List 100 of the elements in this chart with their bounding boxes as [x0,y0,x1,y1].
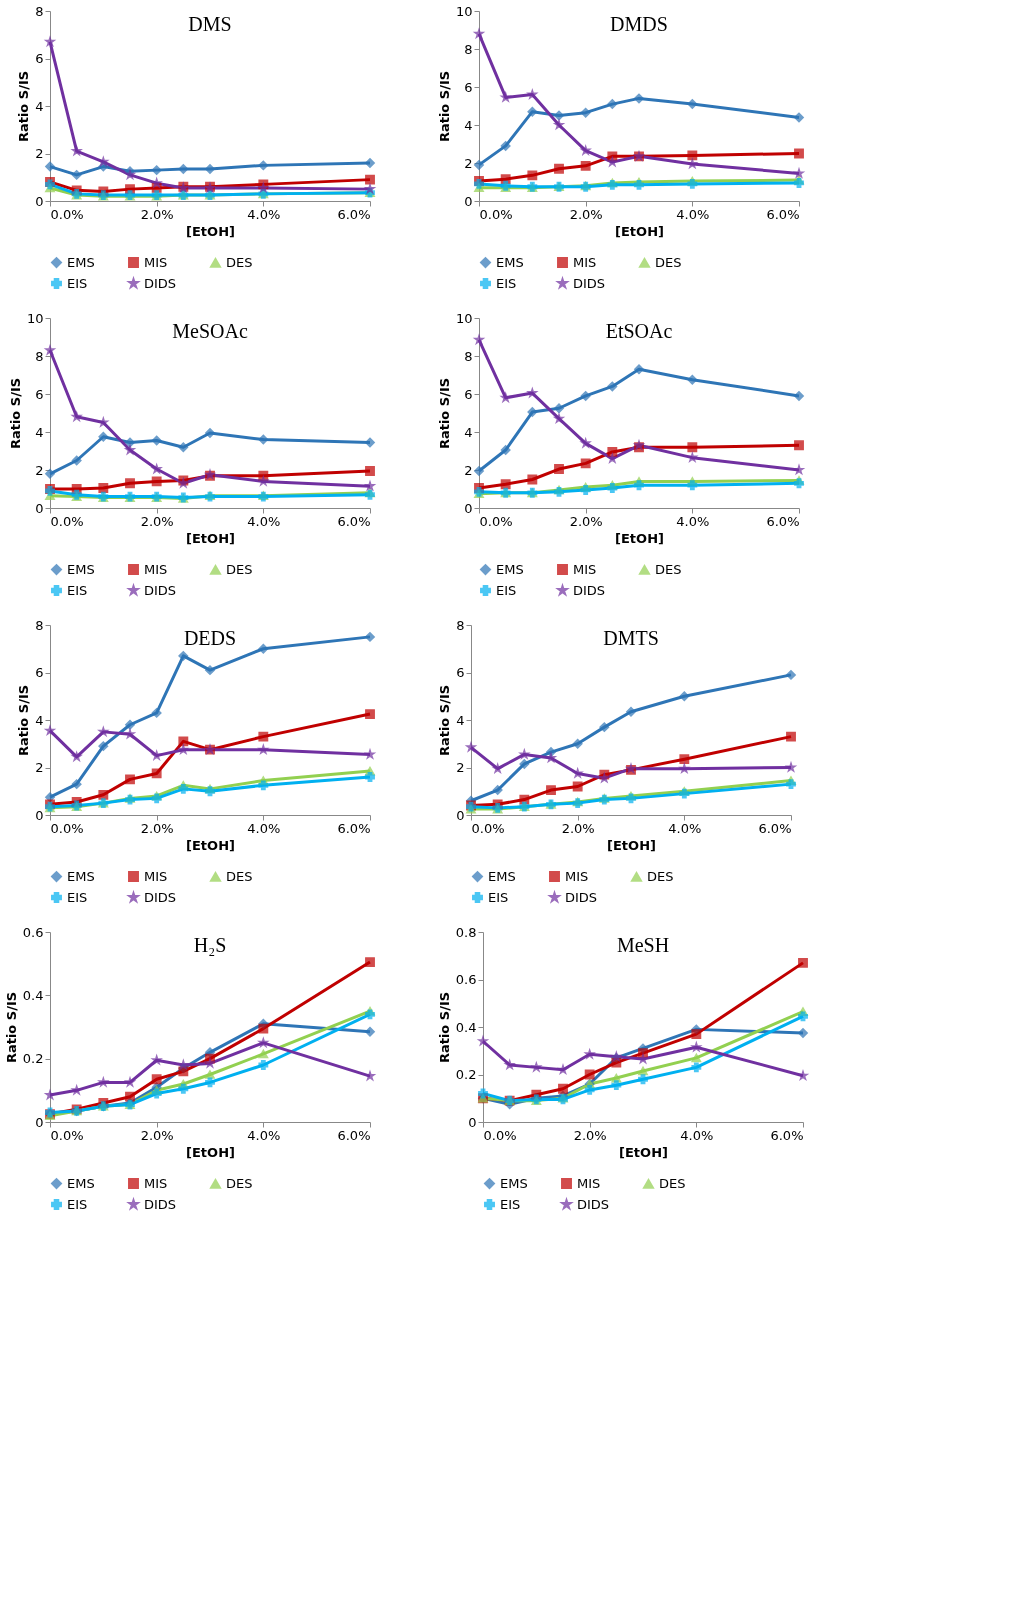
legend-label: DIDS [144,1196,177,1212]
legend-label: DIDS [573,275,606,291]
y-tick-label: 0.2 [22,1051,44,1067]
chart-title: MeSOAc [172,320,248,342]
x-tick-label: 0.0% [471,820,505,836]
chart-title: EtSOAc [605,320,673,342]
y-tick-label: 6 [35,386,44,402]
x-tick-label: 0.0% [50,513,84,529]
y-tick-label: 6 [456,665,465,680]
legend-label: EIS [67,582,88,598]
y-tick-label: 2 [456,760,465,775]
legend-label: EIS [67,889,88,905]
y-tick-label: 0.8 [455,924,477,940]
y-tick-label: 4 [35,424,44,440]
x-tick-label: 6.0% [770,1127,804,1143]
y-tick-label: 0 [35,807,44,823]
x-tick-label: 6.0% [337,513,371,529]
y-tick-label: 6 [464,386,473,402]
y-tick-label: 4 [464,424,473,440]
y-tick-label: 4 [35,98,44,114]
legend-label: DIDS [144,889,177,905]
y-tick-label: 8 [35,617,44,633]
y-axis-title: Ratio S/IS [3,991,19,1064]
legend-label: EIS [496,582,517,598]
x-tick-label: 2.0% [140,820,174,836]
legend-label: DES [226,254,253,270]
legend-label: MIS [573,254,597,270]
y-tick-label: 0.4 [22,987,44,1003]
x-tick-label: 2.0% [569,513,603,529]
legend-label: MIS [144,868,168,884]
legend-label: EMS [496,561,524,577]
legend-label: DES [647,868,674,884]
legend-label: DIDS [577,1196,610,1212]
x-axis-title: [EtOH] [615,530,664,546]
y-tick-label: 0.6 [455,972,477,987]
chart-title: H₂S [193,934,227,956]
x-tick-label: 2.0% [569,206,603,222]
y-tick-label: 2 [35,760,44,775]
legend-label: DIDS [573,582,606,598]
x-tick-label: 4.0% [247,513,281,529]
y-tick-label: 2 [464,462,473,478]
chart-title: DMTS [603,627,659,649]
x-tick-label: 4.0% [676,513,710,529]
legend-label: DES [655,254,682,270]
y-tick-label: 0 [35,500,44,516]
y-axis-title: Ratio S/IS [7,377,23,450]
chart-title: DMS [188,13,232,35]
x-tick-label: 0.0% [50,1127,84,1143]
y-tick-label: 0.2 [455,1067,477,1082]
y-tick-label: 0 [456,807,465,823]
x-tick-label: 2.0% [140,1127,174,1143]
y-tick-label: 0 [35,1114,44,1130]
y-tick-label: 8 [35,3,44,19]
legend-label: EMS [67,254,95,270]
y-axis-title: Ratio S/IS [16,70,32,143]
y-tick-label: 6 [35,51,44,66]
legend-label: EIS [500,1196,521,1212]
y-tick-label: 2 [35,462,44,478]
y-tick-label: 0 [468,1114,477,1130]
x-tick-label: 0.0% [479,206,513,222]
y-tick-label: 0 [35,193,44,209]
x-tick-label: 4.0% [676,206,710,222]
x-tick-label: 4.0% [247,820,281,836]
y-tick-label: 0 [464,193,473,209]
legend-label: EMS [67,868,95,884]
y-tick-label: 10 [455,310,473,326]
legend-label: DES [226,561,253,577]
y-tick-label: 8 [456,617,465,633]
x-tick-label: 2.0% [573,1127,607,1143]
x-tick-label: 4.0% [247,1127,281,1143]
x-axis-title: [EtOH] [607,837,656,853]
y-axis-title: Ratio S/IS [436,377,452,450]
legend-label: MIS [144,254,168,270]
y-tick-label: 4 [35,712,44,728]
y-axis-title: Ratio S/IS [16,684,32,757]
y-tick-label: 10 [455,3,473,19]
x-tick-label: 6.0% [766,206,800,222]
legend-label: EIS [488,889,509,905]
x-axis-title: [EtOH] [615,223,664,239]
y-tick-label: 6 [464,79,473,95]
x-tick-label: 0.0% [483,1127,517,1143]
legend-label: DIDS [144,582,177,598]
y-tick-label: 0.4 [455,1019,477,1035]
legend-label: DES [226,1175,253,1191]
x-tick-label: 6.0% [337,206,371,222]
x-axis-title: [EtOH] [186,1144,235,1160]
y-tick-label: 2 [464,155,473,171]
legend-label: EIS [496,275,517,291]
x-tick-label: 6.0% [337,1127,371,1143]
legend-label: DES [659,1175,686,1191]
y-axis-title: Ratio S/IS [436,991,452,1064]
y-tick-label: 4 [456,712,465,728]
x-tick-label: 2.0% [140,513,174,529]
x-tick-label: 6.0% [337,820,371,836]
x-tick-label: 2.0% [561,820,595,836]
y-axis-title: Ratio S/IS [437,684,453,757]
x-tick-label: 0.0% [479,513,513,529]
x-axis-title: [EtOH] [186,530,235,546]
legend-label: EMS [500,1175,528,1191]
y-tick-label: 8 [464,41,473,57]
